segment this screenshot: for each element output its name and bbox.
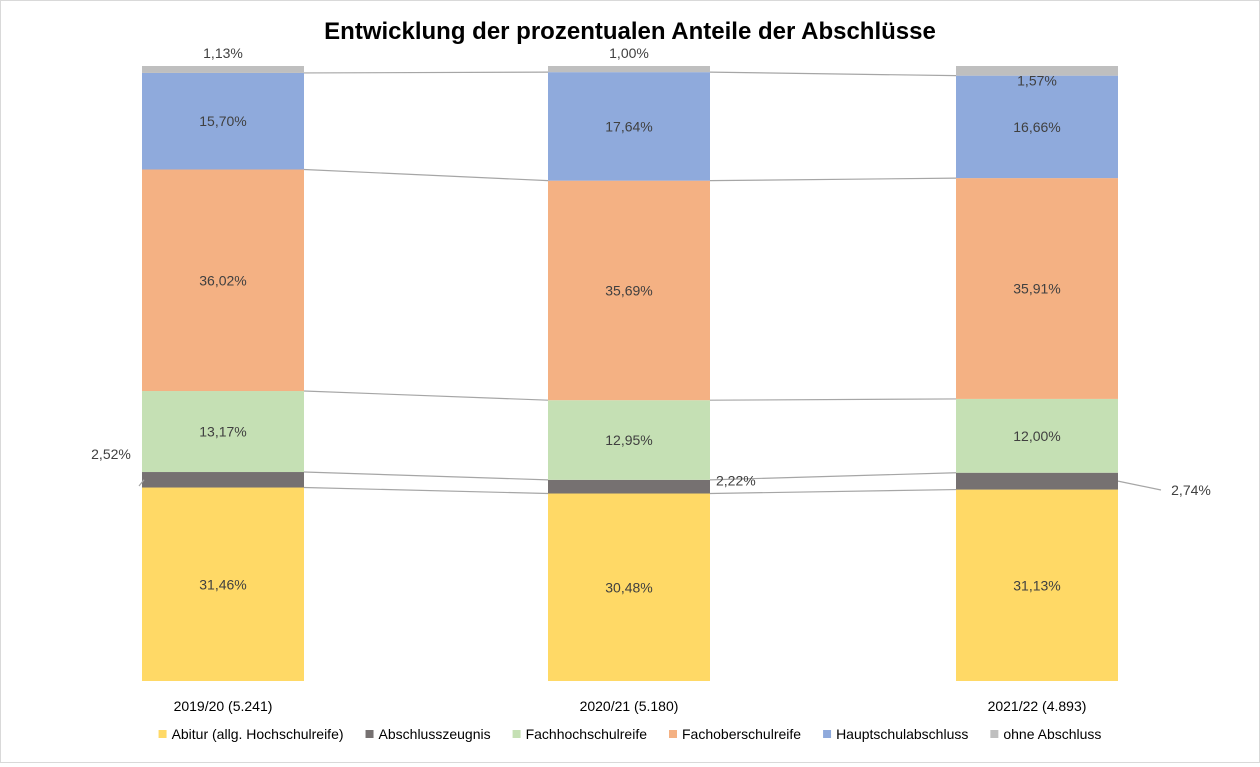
bar-ohne-abschluss-3 (956, 66, 1118, 76)
data-label-ohne-abschluss-3: 1,57% (1017, 73, 1057, 89)
x-tick-label-1: 2019/20 (5.241) (174, 698, 273, 714)
data-label-abschlusszeugnis-1: 2,52% (91, 446, 131, 462)
legend-item-ohne-abschluss: ohne Abschluss (990, 726, 1101, 742)
legend-label-hauptschulabschluss: Hauptschulabschluss (836, 726, 968, 742)
bar-fachoberschulreife-3 (956, 178, 1118, 399)
leader-line-abschlusszeugnis-1 (138, 479, 145, 487)
x-tick-label-3: 2021/22 (4.893) (988, 698, 1087, 714)
chart-title: Entwicklung der prozentualen Anteile der… (324, 18, 936, 45)
legend-swatch-fachoberschulreife (669, 730, 677, 738)
x-axis-labels: 2019/20 (5.241) 2020/21 (5.180) 2021/22 (4… (174, 698, 1087, 714)
series-line-abitur-allg-hochschulreife-0 (303, 486, 549, 495)
series-line-abschlusszeugnis-1 (709, 472, 957, 481)
bar-abitur-allg-hochschulreife-3 (956, 489, 1118, 681)
data-label-hauptschulabschluss-1: 15,70% (199, 113, 246, 129)
legend-label-abitur-allg-hochschulreife: Abitur (allg. Hochschulreife) (172, 726, 344, 742)
series-line-hauptschulabschluss-1 (709, 71, 957, 77)
bars (142, 66, 1118, 681)
data-label-fachoberschulreife-2: 35,69% (605, 282, 652, 298)
bar-abitur-allg-hochschulreife-2 (548, 493, 710, 681)
legend-item-hauptschulabschluss: Hauptschulabschluss (823, 726, 968, 742)
legend-swatch-abitur-allg-hochschulreife (158, 730, 167, 738)
legend-swatch-abschlusszeugnis (365, 730, 374, 738)
legend-item-fachoberschulreife: Fachoberschulreife (669, 726, 801, 742)
bar-abschlusszeugnis-1 (142, 472, 304, 488)
series-line-hauptschulabschluss-0 (303, 71, 549, 74)
bar-hauptschulabschluss-2 (548, 72, 710, 181)
data-label-fachoberschulreife-3: 35,91% (1013, 281, 1060, 297)
bar-fachhochschulreife-2 (548, 400, 710, 480)
legend-label-abschlusszeugnis: Abschlusszeugnis (379, 726, 491, 742)
legend-label-fachhochschulreife: Fachhochschulreife (526, 726, 648, 742)
bar-fachhochschulreife-3 (956, 398, 1118, 473)
data-label-fachhochschulreife-2: 12,95% (605, 432, 652, 448)
data-labels: 31,46% 2,52% 13,17% 36,02% 15,70% 1,13% 30,48%… (91, 45, 1211, 595)
bar-fachoberschulreife-2 (548, 180, 710, 401)
data-label-ohne-abschluss-1: 1,13% (203, 45, 243, 61)
data-label-abitur-allg-hochschulreife-1: 31,46% (199, 576, 246, 592)
bar-hauptschulabschluss-3 (956, 75, 1118, 179)
legend-item-fachhochschulreife: Fachhochschulreife (512, 726, 648, 742)
series-line-fachhochschulreife-1 (709, 398, 957, 401)
data-label-hauptschulabschluss-2: 17,64% (605, 118, 652, 134)
bar-ohne-abschluss-1 (142, 66, 304, 73)
legend-label-fachoberschulreife: Fachoberschulreife (682, 726, 801, 742)
bar-abschlusszeugnis-3 (956, 472, 1118, 490)
data-label-fachoberschulreife-1: 36,02% (199, 272, 246, 288)
legend-item-abitur-allg-hochschulreife: Abitur (allg. Hochschulreife) (158, 726, 344, 742)
data-label-fachhochschulreife-3: 12,00% (1013, 428, 1060, 444)
series-line-abschlusszeugnis-0 (303, 471, 549, 481)
data-label-abitur-allg-hochschulreife-3: 31,13% (1013, 577, 1060, 593)
bar-fachoberschulreife-1 (142, 169, 304, 392)
series-line-fachoberschulreife-0 (303, 168, 549, 182)
data-label-abschlusszeugnis-3: 2,74% (1171, 482, 1211, 498)
legend-swatch-hauptschulabschluss (823, 730, 832, 738)
series-line-abitur-allg-hochschulreife-1 (709, 488, 957, 495)
x-tick-label-2: 2020/21 (5.180) (580, 698, 679, 714)
bar-fachhochschulreife-1 (142, 391, 304, 473)
data-label-hauptschulabschluss-3: 16,66% (1013, 119, 1060, 135)
series-line-fachhochschulreife-0 (303, 390, 549, 401)
data-label-abitur-allg-hochschulreife-2: 30,48% (605, 579, 652, 595)
bar-abitur-allg-hochschulreife-1 (142, 487, 304, 681)
legend-swatch-ohne-abschluss (990, 730, 999, 738)
data-label-abschlusszeugnis-2: 2,22% (716, 473, 756, 489)
legend-label-ohne-abschluss: ohne Abschluss (1003, 726, 1101, 742)
series-line-fachoberschulreife-1 (709, 177, 957, 182)
series-lines (303, 71, 957, 495)
legend: Abitur (allg. Hochschulreife) Abschlussze… (158, 726, 1101, 742)
bar-hauptschulabschluss-1 (142, 72, 304, 170)
bar-ohne-abschluss-2 (548, 66, 710, 73)
bar-abschlusszeugnis-2 (548, 479, 710, 494)
data-label-ohne-abschluss-2: 1,00% (609, 45, 649, 61)
legend-swatch-fachhochschulreife (512, 730, 521, 738)
legend-item-abschlusszeugnis: Abschlusszeugnis (365, 726, 491, 742)
leader-line-abschlusszeugnis-3 (1117, 480, 1162, 491)
data-label-fachhochschulreife-1: 13,17% (199, 424, 246, 440)
